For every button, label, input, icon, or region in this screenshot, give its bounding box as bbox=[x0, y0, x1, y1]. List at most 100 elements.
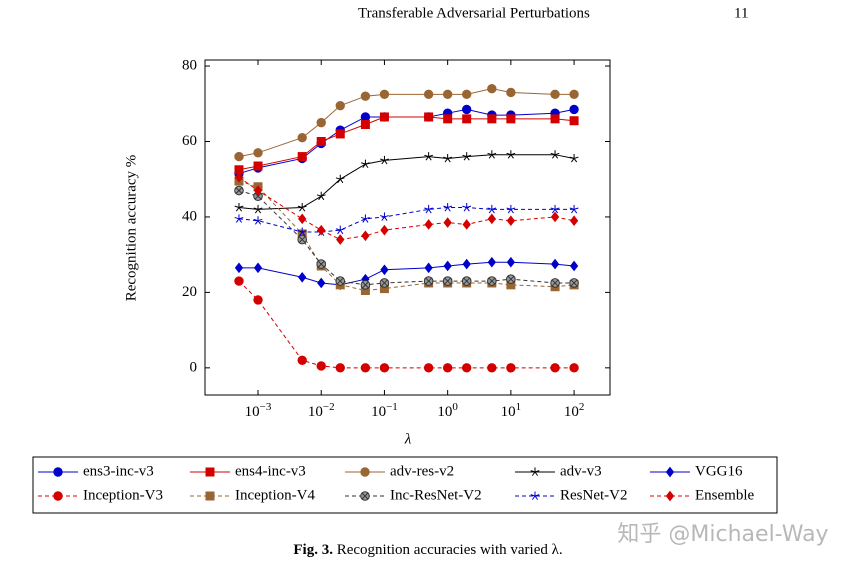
marker bbox=[380, 264, 389, 276]
marker bbox=[530, 467, 540, 476]
marker bbox=[506, 150, 516, 159]
marker-part bbox=[425, 277, 432, 285]
marker bbox=[569, 215, 579, 227]
marker bbox=[379, 112, 389, 122]
marker bbox=[462, 114, 472, 124]
marker bbox=[335, 363, 345, 373]
marker bbox=[360, 120, 370, 130]
legend-label: Inception-V4 bbox=[235, 487, 315, 503]
marker-part bbox=[317, 260, 325, 268]
marker bbox=[569, 89, 579, 100]
y-tick-label: 80 bbox=[182, 57, 197, 73]
y-tick-label: 20 bbox=[182, 284, 197, 300]
legend-label: ens4-inc-v3 bbox=[235, 463, 306, 479]
marker bbox=[487, 213, 496, 225]
marker bbox=[297, 355, 307, 365]
marker bbox=[253, 148, 263, 158]
marker bbox=[423, 89, 434, 100]
marker-part bbox=[444, 277, 452, 285]
legend-label: ResNet-V2 bbox=[560, 487, 628, 503]
marker bbox=[506, 204, 516, 214]
x-tick-exponent: −2 bbox=[323, 401, 335, 413]
marker bbox=[379, 89, 390, 100]
marker bbox=[297, 133, 307, 143]
marker bbox=[423, 363, 434, 373]
series-line bbox=[238, 261, 575, 286]
y-tick-label: 0 bbox=[190, 359, 198, 375]
marker bbox=[550, 363, 560, 373]
marker bbox=[253, 295, 263, 305]
series-line bbox=[238, 190, 575, 286]
running-title: Transferable Adversarial Perturbations bbox=[358, 5, 590, 21]
marker bbox=[234, 151, 244, 162]
marker bbox=[253, 185, 263, 196]
marker bbox=[316, 191, 326, 201]
x-tick-base: 10 bbox=[245, 404, 260, 420]
y-axis-label: Recognition accuracy % bbox=[123, 155, 139, 302]
marker bbox=[665, 466, 675, 478]
legend-label: adv-res-v2 bbox=[390, 463, 454, 479]
marker bbox=[380, 155, 389, 165]
marker bbox=[569, 363, 579, 373]
marker-part bbox=[507, 275, 515, 283]
marker bbox=[487, 114, 497, 124]
marker bbox=[297, 152, 307, 162]
marker bbox=[442, 276, 453, 286]
marker bbox=[487, 276, 497, 286]
x-tick-base: 10 bbox=[501, 404, 516, 420]
marker bbox=[360, 280, 371, 290]
marker bbox=[462, 152, 472, 161]
x-tick-exponent: −3 bbox=[260, 401, 272, 413]
series-line bbox=[238, 280, 575, 369]
marker bbox=[297, 234, 307, 245]
marker bbox=[569, 104, 579, 115]
marker bbox=[443, 260, 452, 272]
marker bbox=[550, 211, 560, 223]
x-tick-label: 10−2 bbox=[308, 401, 335, 421]
marker bbox=[360, 491, 370, 501]
marker bbox=[316, 136, 326, 146]
x-tick-exponent: 1 bbox=[516, 401, 522, 413]
marker bbox=[253, 161, 263, 171]
legend-label: ens3-inc-v3 bbox=[83, 463, 154, 479]
marker-part bbox=[235, 187, 243, 194]
plot-frame bbox=[204, 59, 611, 396]
marker bbox=[569, 116, 579, 126]
marker bbox=[443, 217, 452, 228]
marker bbox=[205, 467, 215, 477]
marker-part bbox=[381, 279, 388, 287]
marker bbox=[335, 129, 345, 139]
marker bbox=[360, 214, 370, 223]
marker bbox=[424, 152, 434, 161]
marker bbox=[550, 150, 560, 159]
series-line bbox=[238, 116, 575, 171]
marker bbox=[487, 83, 497, 94]
marker bbox=[550, 258, 560, 270]
marker bbox=[506, 256, 516, 268]
x-tick-exponent: 2 bbox=[579, 401, 585, 413]
y-tick-label: 60 bbox=[182, 133, 197, 149]
marker bbox=[316, 361, 326, 371]
marker bbox=[462, 258, 471, 270]
marker bbox=[205, 491, 215, 501]
x-tick-exponent: 0 bbox=[452, 401, 458, 413]
marker bbox=[379, 363, 390, 373]
marker bbox=[335, 276, 346, 286]
marker bbox=[317, 277, 326, 289]
marker bbox=[462, 203, 472, 212]
marker-part bbox=[254, 192, 262, 200]
marker bbox=[336, 234, 345, 245]
legend-frame bbox=[32, 456, 778, 514]
marker bbox=[506, 114, 516, 124]
marker bbox=[665, 490, 675, 502]
marker bbox=[53, 467, 63, 477]
y-tick-label: 40 bbox=[182, 208, 197, 224]
marker-part bbox=[463, 277, 471, 285]
marker bbox=[298, 213, 307, 225]
marker bbox=[335, 174, 345, 184]
page-number: 11 bbox=[734, 5, 748, 21]
x-tick-label: 10−1 bbox=[371, 401, 398, 421]
marker-part bbox=[570, 279, 578, 287]
marker bbox=[487, 256, 496, 268]
